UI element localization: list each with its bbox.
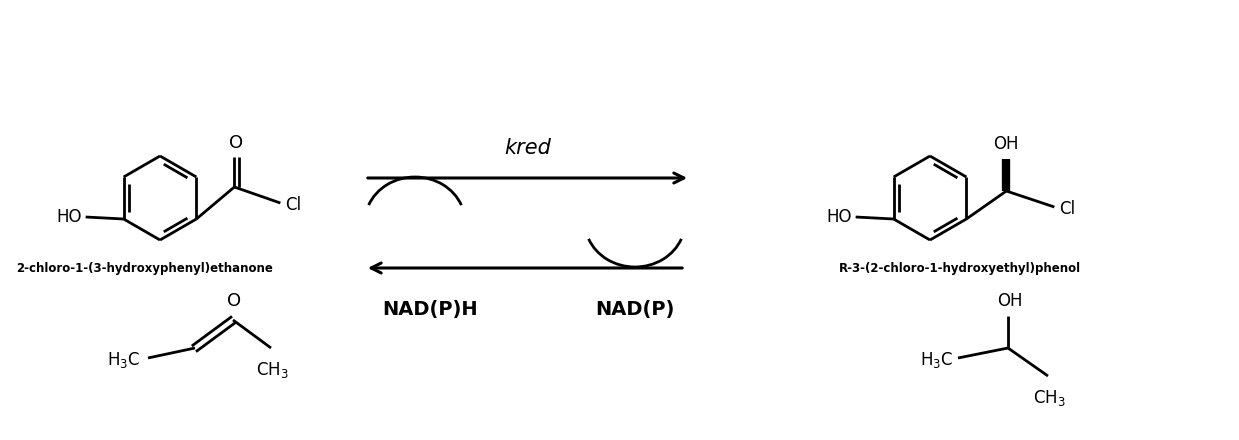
Text: CH$_3$: CH$_3$ <box>1032 388 1066 408</box>
Text: O: O <box>229 134 243 152</box>
Text: H$_3$C: H$_3$C <box>107 350 140 370</box>
Text: Cl: Cl <box>1059 200 1075 218</box>
Text: 2-chloro-1-(3-hydroxyphenyl)ethanone: 2-chloro-1-(3-hydroxyphenyl)ethanone <box>16 262 274 275</box>
Text: kred: kred <box>504 138 551 158</box>
Text: R-3-(2-chloro-1-hydroxyethyl)phenol: R-3-(2-chloro-1-hydroxyethyl)phenol <box>839 262 1082 275</box>
Text: HO: HO <box>56 208 82 226</box>
Text: NAD(P): NAD(P) <box>595 300 675 319</box>
Text: Cl: Cl <box>285 196 301 214</box>
Text: NAD(P)H: NAD(P)H <box>382 300 478 319</box>
Text: HO: HO <box>826 208 851 226</box>
Text: OH: OH <box>997 292 1022 310</box>
Text: H$_3$C: H$_3$C <box>919 350 953 370</box>
Text: OH: OH <box>994 135 1020 153</box>
Text: CH$_3$: CH$_3$ <box>255 360 289 380</box>
Text: O: O <box>227 292 242 310</box>
